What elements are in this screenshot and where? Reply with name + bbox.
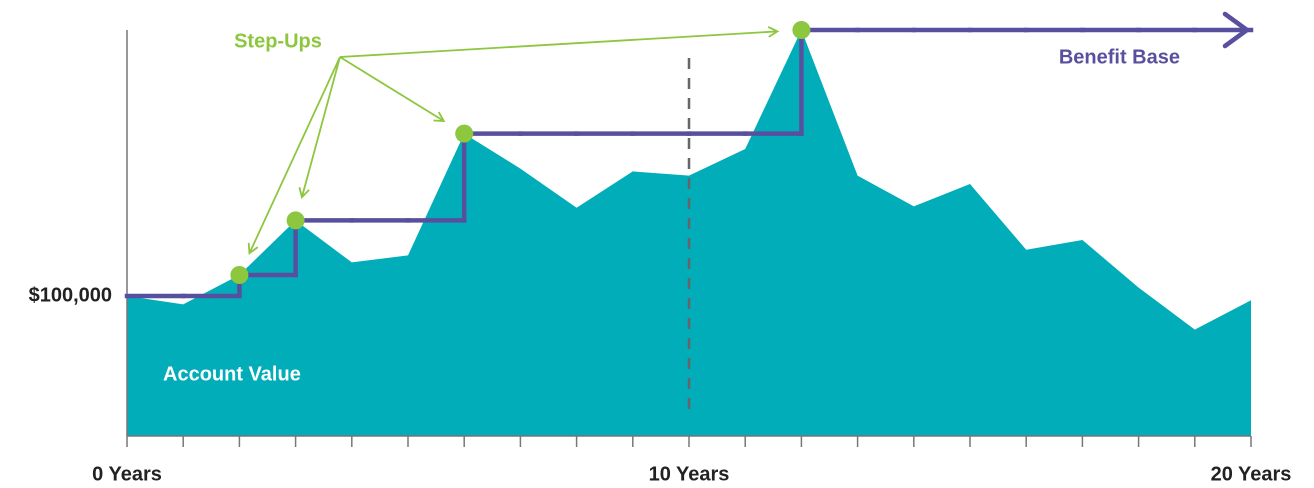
step-up-marker: [230, 266, 249, 284]
benefit-base-arrowhead: [1222, 11, 1250, 49]
account-value-area: [127, 30, 1251, 436]
series-label: Account Value: [163, 363, 301, 385]
x-tick-label: 0 Years: [92, 463, 162, 485]
step-up-marker: [286, 211, 305, 230]
annotation-arrow: [339, 56, 446, 122]
annotation-arrow: [339, 26, 780, 58]
step-up-marker: [792, 21, 811, 39]
y-tick-label: $100,000: [29, 284, 112, 306]
annotation: Step-Ups: [234, 30, 322, 52]
step-up-marker: [455, 124, 474, 143]
x-tick-label: 10 Years: [649, 463, 730, 485]
annotation-arrow: [298, 56, 341, 200]
series-label: Benefit Base: [1059, 46, 1180, 68]
x-tick-label: 20 Years: [1211, 463, 1292, 485]
annotation-arrow: [247, 56, 341, 255]
